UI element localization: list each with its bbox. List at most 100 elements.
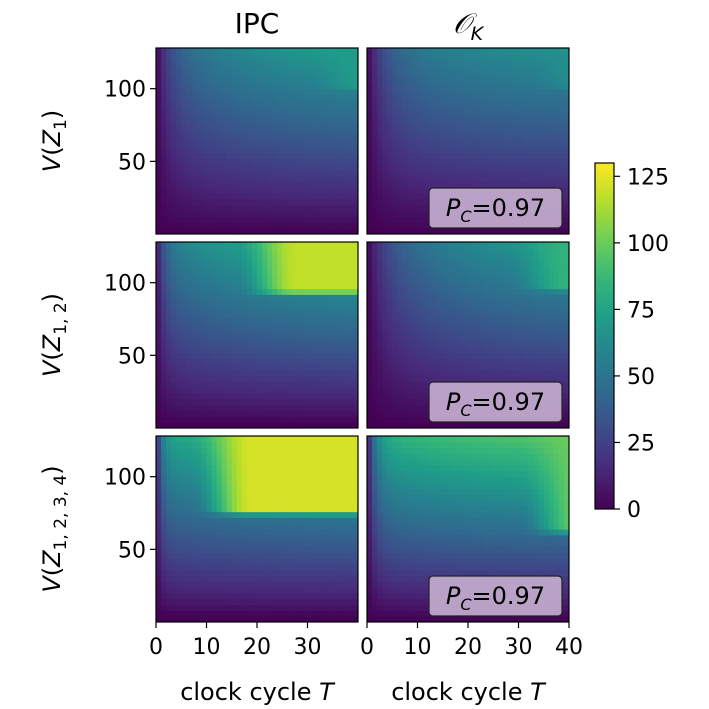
heatmap-cell xyxy=(211,375,218,383)
heatmap-cell xyxy=(201,135,208,142)
heatmap-cell xyxy=(201,387,208,394)
heatmap-cell xyxy=(171,187,177,194)
heatmap-cell xyxy=(347,364,354,371)
heatmap-cell xyxy=(206,146,213,154)
heatmap-cell xyxy=(427,88,434,96)
heatmap-cell xyxy=(533,422,540,428)
heatmap-cell xyxy=(251,276,258,284)
heatmap-cell xyxy=(231,398,238,406)
heatmap-cell xyxy=(181,259,187,266)
heatmap-cell xyxy=(206,346,213,354)
heatmap-cell xyxy=(176,82,182,90)
heatmap-cell xyxy=(523,265,530,272)
heatmap-cell xyxy=(327,352,334,359)
heatmap-cell xyxy=(533,271,540,278)
heatmap-cell xyxy=(186,129,192,136)
heatmap-cell xyxy=(206,88,213,96)
heatmap-cell xyxy=(251,294,258,301)
heatmap-cell xyxy=(397,222,403,229)
heatmap-cell xyxy=(523,323,530,330)
heatmap-cell xyxy=(342,404,349,412)
heatmap-cell xyxy=(282,175,288,183)
heatmap-cell xyxy=(181,410,187,417)
heatmap-cell xyxy=(372,422,378,428)
heatmap-cell xyxy=(201,276,208,284)
heatmap-cell xyxy=(367,141,373,148)
heatmap-cell xyxy=(397,59,403,67)
heatmap-cell xyxy=(377,170,383,177)
heatmap-cell xyxy=(377,193,383,200)
heatmap-cell xyxy=(231,340,238,348)
heatmap-cell xyxy=(201,222,208,229)
heatmap-cell xyxy=(312,228,319,234)
heatmap-cell xyxy=(277,340,283,348)
heatmap-cell xyxy=(297,288,304,295)
heatmap-cell xyxy=(302,135,309,142)
heatmap-cell xyxy=(372,141,378,148)
heatmap-cell xyxy=(367,300,373,307)
heatmap-cell xyxy=(262,193,268,200)
heatmap-cell xyxy=(518,175,525,183)
heatmap-cell xyxy=(392,398,398,406)
heatmap-cell xyxy=(337,152,344,160)
heatmap-cell xyxy=(352,410,358,417)
heatmap-cell xyxy=(478,94,484,101)
heatmap-cell xyxy=(257,282,263,290)
heatmap-cell xyxy=(297,82,304,90)
heatmap-cell xyxy=(387,305,393,313)
heatmap-cell xyxy=(387,404,393,412)
heatmap-cell xyxy=(462,146,469,154)
heatmap-cell xyxy=(518,77,525,84)
heatmap-cell xyxy=(181,77,187,84)
heatmap-cell xyxy=(166,77,172,84)
heatmap-cell xyxy=(181,59,187,67)
heatmap-cell xyxy=(493,71,499,78)
heatmap-cell xyxy=(513,48,520,55)
heatmap-cell xyxy=(402,317,408,324)
heatmap-cell xyxy=(412,364,419,371)
heatmap-cell xyxy=(392,77,398,84)
heatmap-cell xyxy=(186,381,192,388)
heatmap-cell xyxy=(468,111,474,119)
heatmap-cell xyxy=(457,141,464,148)
heatmap-cell xyxy=(402,335,408,342)
heatmap-cell xyxy=(297,311,304,319)
heatmap-cell xyxy=(262,106,268,113)
heatmap-cell xyxy=(538,276,545,284)
heatmap-cell xyxy=(347,352,354,359)
heatmap-cell xyxy=(528,106,535,113)
heatmap-cell xyxy=(186,276,192,284)
heatmap-cell xyxy=(241,317,248,324)
heatmap-cell xyxy=(221,53,228,61)
heatmap-cell xyxy=(236,216,243,223)
heatmap-cell xyxy=(246,187,253,194)
heatmap-cell xyxy=(166,187,172,194)
heatmap-cell xyxy=(503,335,509,342)
heatmap-cell xyxy=(342,82,349,90)
heatmap-cell xyxy=(292,152,298,160)
heatmap-cell xyxy=(251,77,258,84)
heatmap-cell xyxy=(558,71,565,78)
heatmap-cell xyxy=(211,242,218,249)
heatmap-cell xyxy=(221,323,228,330)
heatmap-cell xyxy=(442,271,449,278)
heatmap-cell xyxy=(181,340,187,348)
heatmap-cell xyxy=(282,317,288,324)
heatmap-cell xyxy=(452,311,459,319)
heatmap-cell xyxy=(241,340,248,348)
heatmap-cell xyxy=(241,335,248,342)
heatmap-cell xyxy=(327,175,334,183)
heatmap-cell xyxy=(377,358,383,365)
heatmap-cell xyxy=(523,271,530,278)
pc-annotation-box xyxy=(428,187,563,229)
heatmap-cell xyxy=(392,82,398,90)
heatmap-cell xyxy=(251,152,258,160)
heatmap-cell xyxy=(473,276,479,284)
heatmap-cell xyxy=(322,294,329,301)
heatmap-cell xyxy=(262,340,268,348)
heatmap-cell xyxy=(282,82,288,90)
heatmap-cell xyxy=(488,164,494,171)
heatmap-cell xyxy=(422,88,429,96)
heatmap-cell xyxy=(161,193,167,200)
heatmap-cell xyxy=(407,247,414,255)
